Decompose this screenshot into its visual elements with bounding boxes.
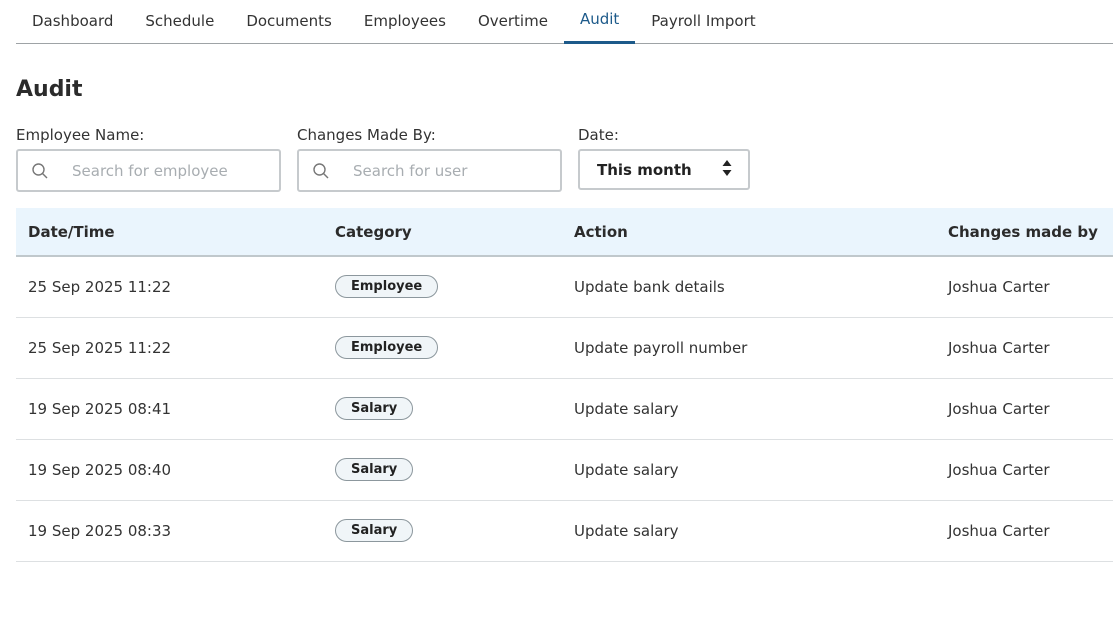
date-filter-label: Date: bbox=[578, 126, 619, 144]
category-badge: Salary bbox=[335, 458, 414, 481]
employee-search-placeholder: Search for employee bbox=[72, 161, 228, 180]
employee-filter-label: Employee Name: bbox=[16, 126, 145, 144]
cell-changes-made-by: Joshua Carter bbox=[948, 439, 1113, 501]
cell-datetime: 25 Sep 2025 11:22 bbox=[16, 317, 335, 379]
cell-action: Update salary bbox=[574, 500, 948, 562]
table-row[interactable]: 19 Sep 2025 08:33 Salary Update salary J… bbox=[16, 500, 1113, 562]
sort-arrows-icon bbox=[722, 159, 732, 181]
cell-category: Salary bbox=[335, 378, 574, 440]
user-filter-label: Changes Made By: bbox=[297, 126, 436, 144]
tab-employees[interactable]: Employees bbox=[363, 12, 446, 30]
cell-action: Update salary bbox=[574, 378, 948, 440]
column-header-datetime[interactable]: Date/Time bbox=[28, 222, 115, 241]
employee-filter: Employee Name: Search for employee bbox=[16, 126, 281, 192]
table-row[interactable]: 19 Sep 2025 08:41 Salary Update salary J… bbox=[16, 378, 1113, 440]
table-header-row: Date/Time Category Action Changes made b… bbox=[16, 208, 1113, 256]
tab-audit[interactable]: Audit bbox=[563, 0, 636, 44]
cell-category: Employee bbox=[335, 256, 574, 318]
tab-payroll-import[interactable]: Payroll Import bbox=[651, 12, 756, 30]
category-badge: Employee bbox=[335, 336, 439, 359]
cell-changes-made-by: Joshua Carter bbox=[948, 378, 1113, 440]
column-header-category[interactable]: Category bbox=[335, 222, 412, 241]
employee-search-input[interactable]: Search for employee bbox=[16, 149, 281, 192]
tab-documents[interactable]: Documents bbox=[246, 12, 332, 30]
tab-bar: Dashboard Schedule Documents Employees O… bbox=[16, 0, 1113, 44]
cell-datetime: 19 Sep 2025 08:40 bbox=[16, 439, 335, 501]
user-search-input[interactable]: Search for user bbox=[297, 149, 562, 192]
user-filter: Changes Made By: Search for user bbox=[297, 126, 562, 192]
user-search-placeholder: Search for user bbox=[353, 161, 468, 180]
table-row[interactable]: 25 Sep 2025 11:22 Employee Update bank d… bbox=[16, 256, 1113, 318]
cell-action: Update salary bbox=[574, 439, 948, 501]
cell-changes-made-by: Joshua Carter bbox=[948, 256, 1113, 318]
cell-category: Employee bbox=[335, 317, 574, 379]
search-icon bbox=[299, 162, 343, 180]
search-icon bbox=[18, 162, 62, 180]
cell-category: Salary bbox=[335, 439, 574, 501]
date-filter: Date: This month bbox=[578, 126, 750, 190]
cell-datetime: 25 Sep 2025 11:22 bbox=[16, 256, 335, 318]
cell-datetime: 19 Sep 2025 08:41 bbox=[16, 378, 335, 440]
audit-table: Date/Time Category Action Changes made b… bbox=[16, 208, 1113, 562]
tab-overtime[interactable]: Overtime bbox=[477, 12, 548, 30]
cell-action: Update payroll number bbox=[574, 317, 948, 379]
column-header-action[interactable]: Action bbox=[574, 222, 628, 241]
cell-datetime: 19 Sep 2025 08:33 bbox=[16, 500, 335, 562]
cell-changes-made-by: Joshua Carter bbox=[948, 317, 1113, 379]
table-row[interactable]: 25 Sep 2025 11:22 Employee Update payrol… bbox=[16, 317, 1113, 379]
page-title: Audit bbox=[16, 77, 83, 102]
category-badge: Salary bbox=[335, 397, 414, 420]
cell-action: Update bank details bbox=[574, 256, 948, 318]
table-row[interactable]: 19 Sep 2025 08:40 Salary Update salary J… bbox=[16, 439, 1113, 501]
date-select-value: This month bbox=[597, 160, 692, 179]
cell-changes-made-by: Joshua Carter bbox=[948, 500, 1113, 562]
cell-category: Salary bbox=[335, 500, 574, 562]
category-badge: Salary bbox=[335, 519, 414, 542]
date-select[interactable]: This month bbox=[578, 149, 750, 190]
tab-dashboard[interactable]: Dashboard bbox=[32, 12, 114, 30]
tab-schedule[interactable]: Schedule bbox=[145, 12, 215, 30]
category-badge: Employee bbox=[335, 275, 439, 299]
column-header-changes-made-by[interactable]: Changes made by bbox=[948, 222, 1098, 241]
